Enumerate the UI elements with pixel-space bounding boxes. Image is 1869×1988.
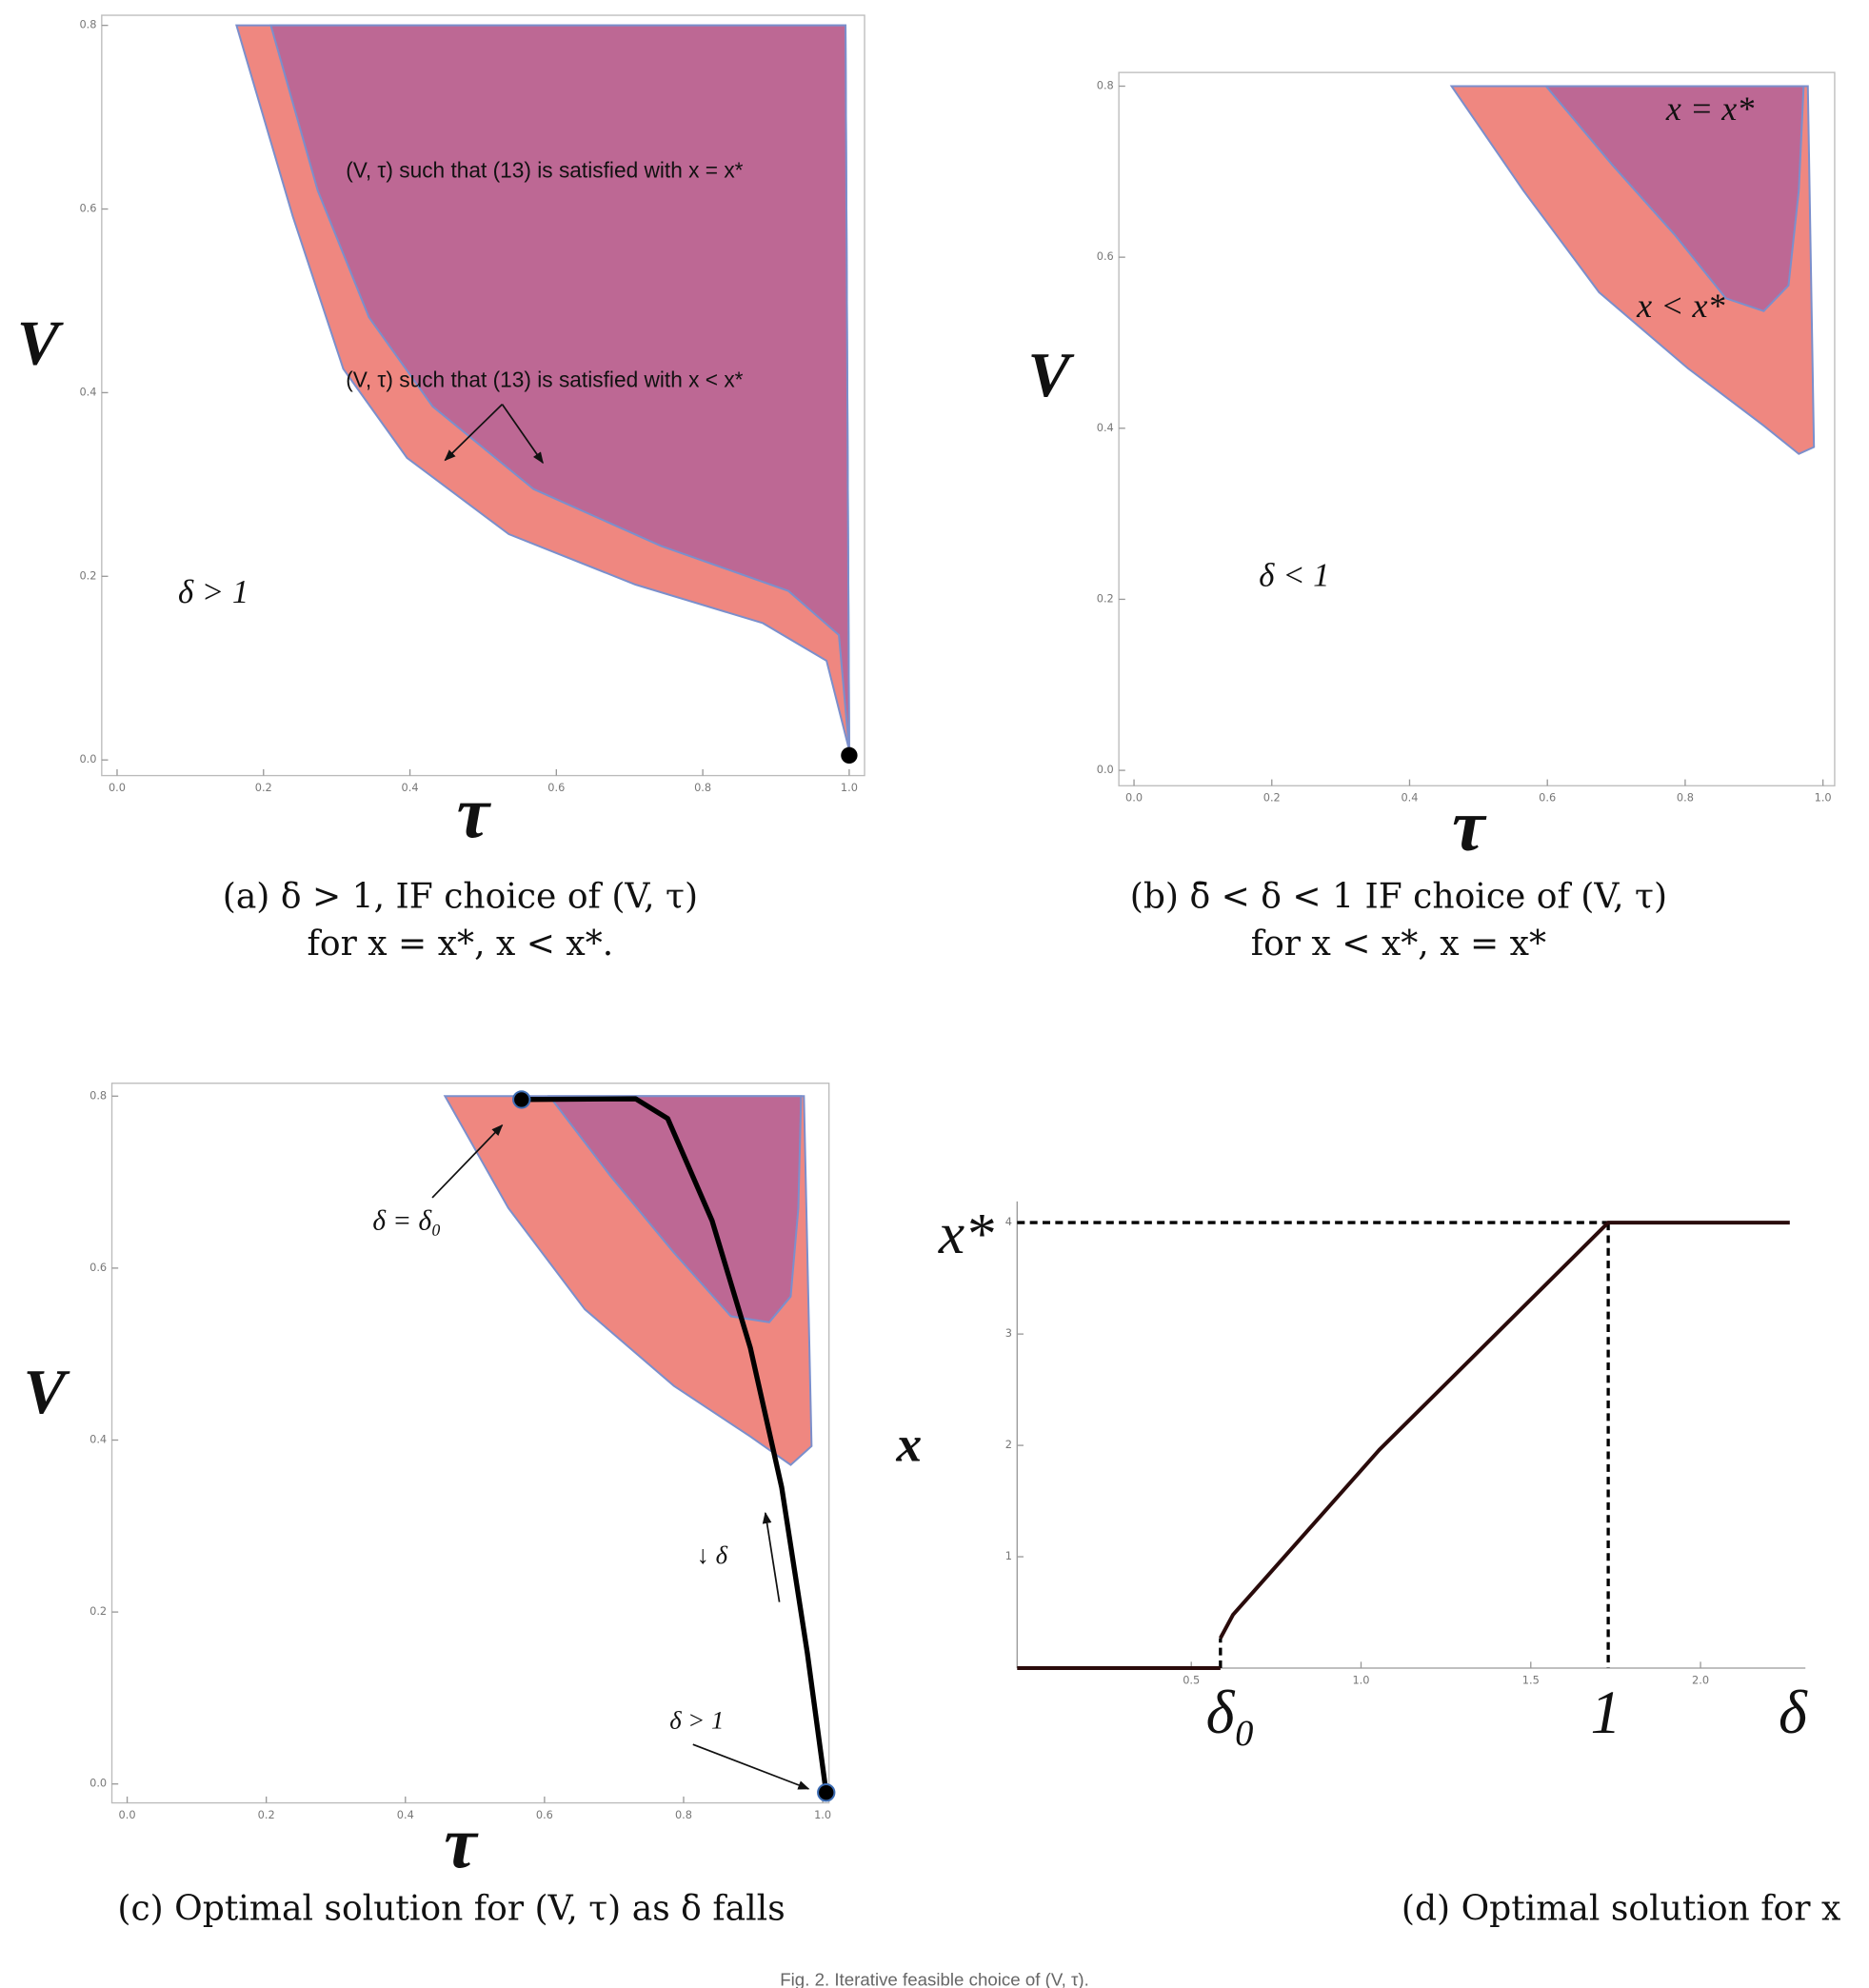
x-tick-label: 0.6 [1539, 791, 1556, 805]
x-tick-label: 1.5 [1522, 1673, 1540, 1686]
y-axis-label: x [895, 1416, 922, 1473]
annotation: (V, τ) such that (13) is satisfied with … [346, 157, 743, 182]
annotation: x = x* [1665, 89, 1754, 128]
x-tick-label: 0.2 [1263, 791, 1281, 805]
arrows [431, 404, 810, 1790]
x-tick-label: 0.8 [694, 781, 711, 794]
y-tick-label: 2 [1005, 1438, 1012, 1451]
annotation: δ < 1 [1259, 557, 1329, 594]
y-tick-label: 0.4 [79, 385, 96, 398]
x-tick-label: 0.0 [1125, 791, 1143, 805]
point [841, 746, 858, 765]
annotation: δ₀ [1206, 1679, 1256, 1746]
subcaption: (b) δ̄ < δ < 1 IF choice of (V, τ) [1130, 877, 1667, 917]
x-axis-label: τ [1452, 784, 1487, 865]
x-tick-label: 0.4 [397, 1808, 414, 1821]
x-tick-label: 0.6 [536, 1808, 553, 1821]
y-tick-label: 0.0 [1097, 763, 1114, 776]
x-tick-label: 0.2 [255, 781, 272, 794]
plot-frame [101, 14, 865, 777]
subcaption: (d) Optimal solution for x [1402, 1889, 1840, 1929]
y-tick-label: 0.0 [89, 1777, 107, 1790]
annotation: δ = δ₀ [372, 1205, 441, 1236]
y-tick-label: 0.6 [1097, 249, 1114, 263]
annotation: δ [1779, 1679, 1808, 1746]
y-tick-label: 0.6 [79, 202, 96, 215]
y-tick-label: 0.8 [1097, 78, 1114, 91]
subcaption: (c) Optimal solution for (V, τ) as δ fal… [117, 1889, 785, 1929]
x-tick-label: 0.6 [547, 781, 565, 794]
y-tick-label: 0.8 [89, 1088, 107, 1102]
annotation: ↓ δ [697, 1541, 728, 1569]
region [547, 1095, 803, 1323]
x-axis-label: τ [457, 771, 492, 853]
solution-line [1219, 1221, 1790, 1640]
x-tick-label: 0.4 [1401, 791, 1418, 805]
x-tick-label: 0.8 [1677, 791, 1694, 805]
y-tick-label: 0.6 [89, 1261, 107, 1274]
annotation: x < x* [1636, 287, 1724, 325]
arrow [431, 1123, 504, 1199]
arrow [762, 1511, 781, 1602]
y-tick-label: 1 [1005, 1549, 1012, 1562]
y-tick-label: 0.2 [89, 1604, 107, 1618]
solution-line [521, 1096, 829, 1794]
x-tick-label: 1.0 [814, 1808, 831, 1821]
x-tick-label: 2.0 [1692, 1673, 1709, 1686]
y-tick-label: 4 [1005, 1215, 1012, 1228]
y-tick-label: 3 [1005, 1326, 1012, 1340]
plot-frame [1118, 71, 1836, 786]
annotation: 1 [1591, 1679, 1621, 1746]
arrow [444, 404, 504, 462]
y-axis-label: V [1027, 341, 1075, 410]
y-axis-label: V [17, 309, 65, 379]
x-tick-label: 0.0 [109, 781, 126, 794]
annotation: (V, τ) such that (13) is satisfied with … [346, 368, 743, 392]
y-tick-label: 0.4 [1097, 421, 1114, 434]
annotation: δ > 1 [178, 573, 249, 610]
y-tick-label: 0.2 [1097, 591, 1114, 605]
x-tick-label: 0.2 [258, 1808, 275, 1821]
arrow [501, 404, 544, 465]
x-tick-label: 0.8 [675, 1808, 692, 1821]
x-axis-label: τ [444, 1801, 479, 1883]
x-tick-label: 0.5 [1183, 1673, 1200, 1686]
point [817, 1783, 836, 1802]
figure-caption: Fig. 2. Iterative feasible choice of (V,… [780, 1969, 1089, 1988]
x-tick-label: 1.0 [1815, 791, 1832, 805]
y-axis-label: V [23, 1358, 70, 1427]
annotation: δ > 1 [669, 1706, 724, 1735]
y-tick-label: 0.8 [79, 18, 96, 31]
x-tick-label: 1.0 [841, 781, 858, 794]
region [1543, 85, 1805, 312]
subcaption: for x = x*, x < x*. [308, 924, 614, 964]
x-tick-label: 0.0 [119, 1808, 136, 1821]
y-tick-label: 0.0 [79, 752, 96, 765]
x-tick-label: 1.0 [1352, 1673, 1369, 1686]
plot-frame [110, 1083, 830, 1804]
point [512, 1090, 531, 1109]
subcaption: for x < x*, x = x* [1251, 924, 1546, 964]
annotation: x* [938, 1202, 994, 1266]
y-tick-label: 0.4 [89, 1432, 107, 1445]
arrow [692, 1743, 810, 1790]
region [269, 24, 850, 750]
y-tick-label: 0.2 [79, 568, 96, 582]
x-tick-label: 0.4 [402, 781, 419, 794]
subcaption: (a) δ > 1, IF choice of (V, τ) [223, 877, 698, 917]
